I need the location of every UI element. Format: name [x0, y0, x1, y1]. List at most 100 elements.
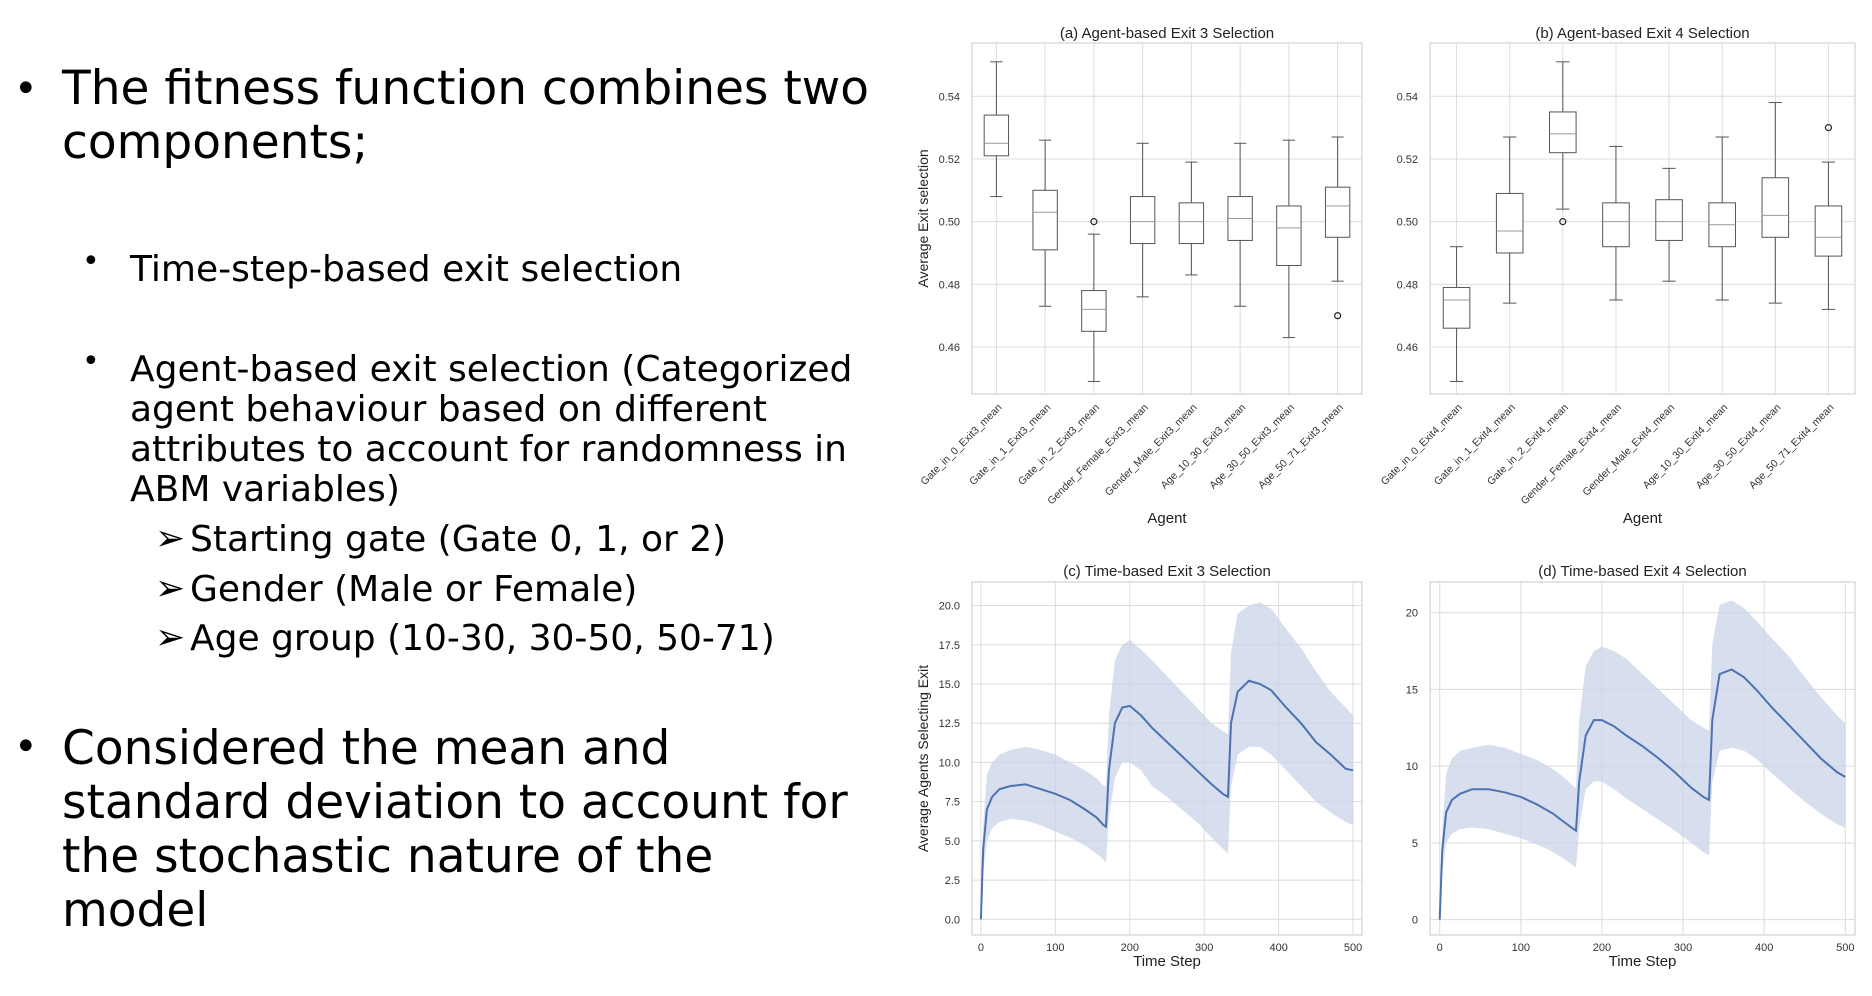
y-tick-label: 0.50 — [939, 217, 960, 229]
chart-title: (a) Agent-based Exit 3 Selection — [1060, 25, 1274, 42]
box-Age_30_50_Exit4_mean — [1761, 102, 1790, 304]
x-tick-label: Gender_Female_Exit4_mean — [1519, 402, 1625, 508]
mean-line — [1438, 668, 1846, 920]
x-tick-label: 400 — [1269, 942, 1287, 954]
y-tick-label: 17.5 — [939, 640, 960, 652]
box-outlier — [1824, 124, 1833, 132]
chart-panel-3: (c) Time-based Exit 3 Selection 0.0 2.5 5.0… — [915, 563, 1363, 970]
box-Gender_Female_Exit3_mean — [1129, 142, 1156, 298]
bullet-agent-based: Agent-based exit selection (Categorized … — [130, 349, 853, 510]
y-tick-label: 15.0 — [939, 679, 960, 691]
box-Age_10_30_Exit3_mean — [1227, 142, 1253, 307]
y-tick-label: 0.46 — [1397, 342, 1418, 354]
box-body — [1442, 286, 1471, 329]
box-outlier — [1334, 312, 1342, 320]
box-Gate_in_2_Exit4_mean — [1549, 61, 1577, 226]
box-Age_50_71_Exit4_mean — [1814, 124, 1843, 310]
x-tick-label: Gender_Male_Exit4_mean — [1580, 402, 1677, 499]
x-tick-label: 400 — [1755, 942, 1773, 954]
x-axis-label: Time Step — [1133, 953, 1201, 970]
box-body — [1129, 196, 1156, 245]
chart-title: (d) Time-based Exit 4 Selection — [1538, 563, 1746, 580]
bullet-marker: • — [82, 344, 100, 379]
y-tick-label: 7.5 — [945, 797, 960, 809]
bullet-starting-gate: Starting gate (Gate 0, 1, or 2) — [190, 519, 727, 560]
chart-title: (b) Agent-based Exit 4 Selection — [1535, 25, 1749, 42]
y-tick-label: 0.48 — [1397, 279, 1418, 291]
x-axis-label: Agent — [1147, 510, 1187, 527]
x-tick-label: Gate_in_2_Exit3_mean — [1016, 402, 1102, 488]
plot-area — [971, 42, 1363, 395]
box-Gate_in_2_Exit3_mean — [1081, 218, 1107, 382]
bullet-mean-std: Considered the mean and standard deviati… — [62, 721, 848, 938]
box-Age_50_71_Exit3_mean — [1324, 136, 1351, 320]
box-Gender_Female_Exit4_mean — [1602, 145, 1630, 301]
x-tick-label: 100 — [1512, 942, 1530, 954]
y-tick-label: 5 — [1412, 838, 1418, 850]
x-tick-label: 100 — [1046, 942, 1064, 954]
y-tick-label: 5.0 — [945, 836, 960, 848]
chart-panel-4: (d) Time-based Exit 4 Selection 0 5 10 15 20 T… — [1406, 563, 1856, 970]
y-tick-label: 0.46 — [939, 342, 960, 354]
y-tick-label: 20.0 — [939, 601, 960, 613]
y-tick-label: 0.54 — [1397, 91, 1418, 103]
x-tick-label: Age_10_30_Exit3_mean — [1158, 402, 1248, 492]
x-tick-label: Gender_Female_Exit3_mean — [1045, 402, 1151, 508]
bullet-fitness-function: The fitness function combines two compon… — [62, 61, 869, 170]
y-tick-label: 0.54 — [939, 91, 960, 103]
box-body — [1081, 290, 1107, 332]
box-outlier — [1559, 218, 1567, 226]
box-Gender_Male_Exit4_mean — [1655, 167, 1683, 282]
x-tick-label: Age_50_71_Exit3_mean — [1256, 402, 1346, 492]
y-tick-label: 0.52 — [939, 154, 960, 166]
y-axis-label: Average Agents Selecting Exit — [915, 665, 931, 852]
box-body — [1324, 186, 1351, 238]
slide-text: • The fitness function combines two comp… — [0, 0, 900, 992]
x-tick-label: 0 — [978, 942, 984, 954]
plot-area — [1429, 42, 1856, 395]
chart-panel-2: (b) Agent-based Exit 4 Selection 0.46 0.48… — [1379, 25, 1856, 527]
box-body — [1549, 111, 1577, 154]
bullet-marker: • — [14, 724, 38, 770]
x-axis-label: Time Step — [1609, 953, 1677, 970]
x-tick-label: Gate_in_0_Exit3_mean — [918, 402, 1004, 488]
box-body — [1655, 199, 1683, 241]
arrow-bullet-icon: ➢ — [155, 518, 186, 559]
chart-title: (c) Time-based Exit 3 Selection — [1063, 563, 1271, 580]
box-body — [1761, 177, 1790, 238]
bullet-age-group: Age group (10-30, 30-50, 50-71) — [190, 618, 775, 659]
x-tick-label: 300 — [1195, 942, 1213, 954]
y-tick-label: 10.0 — [939, 757, 960, 769]
chart-figure: (a) Agent-based Exit 3 Selection 0.46 0.48… — [915, 25, 1856, 970]
y-tick-label: 0.52 — [1397, 154, 1418, 166]
x-tick-label: Gender_Male_Exit3_mean — [1103, 402, 1200, 499]
box-body — [1032, 189, 1058, 251]
mean-line — [979, 679, 1354, 920]
figure-panels: (a) Agent-based Exit 3 Selection 0.46 0.48… — [900, 0, 1872, 992]
box-Gate_in_1_Exit3_mean — [1032, 139, 1058, 307]
y-tick-label: 2.5 — [945, 875, 960, 887]
box-Gender_Male_Exit3_mean — [1178, 161, 1205, 276]
bullet-marker: • — [14, 66, 38, 112]
box-body — [1276, 205, 1302, 267]
box-Gate_in_0_Exit4_mean — [1442, 246, 1471, 382]
y-tick-label: 20 — [1406, 608, 1418, 620]
arrow-bullet-icon: ➢ — [155, 617, 186, 658]
x-tick-label: 500 — [1344, 942, 1362, 954]
box-Gate_in_1_Exit4_mean — [1495, 136, 1524, 304]
box-body — [1495, 192, 1524, 254]
x-tick-label: 200 — [1593, 942, 1611, 954]
box-body — [1814, 205, 1843, 257]
box-Age_10_30_Exit4_mean — [1708, 136, 1736, 301]
y-axis-label: Average Exit selection — [915, 149, 931, 287]
box-outlier — [1090, 218, 1098, 226]
std-band — [980, 602, 1354, 920]
chart-panel-1: (a) Agent-based Exit 3 Selection 0.46 0.48… — [915, 25, 1363, 527]
box-Gate_in_0_Exit3_mean — [983, 61, 1010, 198]
y-tick-label: 0.48 — [939, 279, 960, 291]
std-band — [1439, 600, 1846, 920]
box-body — [1602, 202, 1630, 248]
x-axis-label: Agent — [1623, 510, 1663, 527]
box-body — [1178, 202, 1205, 245]
y-tick-label: 10 — [1406, 761, 1418, 773]
